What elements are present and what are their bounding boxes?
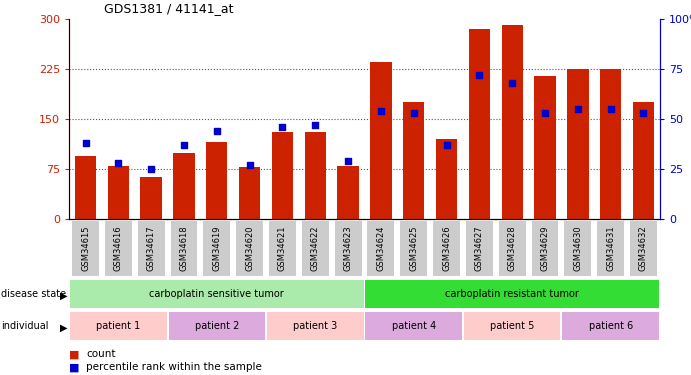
FancyBboxPatch shape	[236, 220, 263, 276]
Point	[572, 106, 583, 112]
FancyBboxPatch shape	[562, 312, 659, 340]
Text: GSM34631: GSM34631	[606, 226, 615, 271]
FancyBboxPatch shape	[433, 220, 460, 276]
Bar	[534, 76, 556, 219]
Text: carboplatin resistant tumor: carboplatin resistant tumor	[445, 289, 579, 299]
FancyBboxPatch shape	[464, 312, 560, 340]
FancyBboxPatch shape	[531, 220, 558, 276]
Point	[178, 142, 189, 148]
FancyBboxPatch shape	[302, 220, 329, 276]
Text: ▶: ▶	[60, 291, 68, 301]
FancyBboxPatch shape	[269, 220, 296, 276]
Point	[244, 162, 255, 168]
Text: GSM34625: GSM34625	[409, 226, 418, 271]
Bar	[206, 142, 227, 219]
Point	[113, 160, 124, 166]
Point	[408, 110, 419, 116]
FancyBboxPatch shape	[400, 220, 427, 276]
Text: GSM34623: GSM34623	[343, 226, 352, 271]
FancyBboxPatch shape	[565, 220, 591, 276]
Point	[310, 122, 321, 128]
Text: GSM34629: GSM34629	[540, 226, 549, 271]
Bar	[567, 69, 589, 219]
Bar	[633, 102, 654, 219]
Point	[441, 142, 452, 148]
Bar	[173, 153, 195, 219]
Text: GSM34630: GSM34630	[574, 226, 583, 271]
Bar	[600, 69, 621, 219]
Text: GSM34624: GSM34624	[377, 226, 386, 271]
Bar	[75, 156, 96, 219]
Point	[146, 166, 157, 172]
Bar	[403, 102, 424, 219]
Text: GSM34618: GSM34618	[180, 226, 189, 271]
FancyBboxPatch shape	[597, 220, 624, 276]
Text: patient 6: patient 6	[589, 321, 633, 331]
FancyBboxPatch shape	[630, 220, 657, 276]
FancyBboxPatch shape	[203, 220, 230, 276]
Text: count: count	[86, 350, 116, 359]
Point	[540, 110, 551, 116]
Text: GSM34628: GSM34628	[508, 226, 517, 271]
FancyBboxPatch shape	[171, 220, 198, 276]
Text: patient 1: patient 1	[96, 321, 140, 331]
Text: GSM34622: GSM34622	[311, 226, 320, 271]
Point	[375, 108, 386, 114]
Text: patient 3: patient 3	[293, 321, 337, 331]
Bar	[305, 132, 326, 219]
Point	[343, 158, 354, 164]
FancyBboxPatch shape	[267, 312, 363, 340]
Bar	[140, 177, 162, 219]
Point	[277, 124, 288, 130]
Text: GSM34621: GSM34621	[278, 226, 287, 271]
Text: GSM34619: GSM34619	[212, 226, 221, 271]
FancyBboxPatch shape	[70, 312, 167, 340]
FancyBboxPatch shape	[70, 280, 363, 308]
Point	[80, 140, 91, 146]
FancyBboxPatch shape	[169, 312, 265, 340]
Text: ■: ■	[69, 350, 79, 359]
Text: patient 2: patient 2	[195, 321, 239, 331]
Point	[605, 106, 616, 112]
Bar	[337, 166, 359, 219]
Text: GSM34617: GSM34617	[146, 226, 155, 271]
Bar	[370, 62, 392, 219]
Bar	[502, 26, 523, 219]
FancyBboxPatch shape	[499, 220, 526, 276]
FancyBboxPatch shape	[368, 220, 395, 276]
Bar	[239, 167, 261, 219]
Text: GSM34616: GSM34616	[114, 226, 123, 271]
Text: percentile rank within the sample: percentile rank within the sample	[86, 363, 263, 372]
Text: GSM34615: GSM34615	[81, 226, 90, 271]
Text: GSM34620: GSM34620	[245, 226, 254, 271]
Text: patient 4: patient 4	[392, 321, 436, 331]
Point	[638, 110, 649, 116]
FancyBboxPatch shape	[138, 220, 164, 276]
Text: GDS1381 / 41141_at: GDS1381 / 41141_at	[104, 2, 233, 15]
Text: carboplatin sensitive tumor: carboplatin sensitive tumor	[149, 289, 284, 299]
Text: GSM34626: GSM34626	[442, 226, 451, 271]
FancyBboxPatch shape	[72, 220, 99, 276]
Bar	[468, 29, 490, 219]
Point	[507, 80, 518, 86]
Text: ■: ■	[69, 363, 79, 372]
Text: ▶: ▶	[60, 323, 68, 333]
FancyBboxPatch shape	[466, 220, 493, 276]
Text: individual: individual	[1, 321, 48, 331]
Text: patient 5: patient 5	[490, 321, 534, 331]
Bar	[436, 139, 457, 219]
FancyBboxPatch shape	[366, 280, 659, 308]
Text: disease state: disease state	[1, 289, 66, 299]
Point	[211, 128, 223, 134]
Text: GSM34632: GSM34632	[639, 226, 648, 271]
Text: GSM34627: GSM34627	[475, 226, 484, 271]
FancyBboxPatch shape	[105, 220, 132, 276]
Bar	[272, 132, 293, 219]
FancyBboxPatch shape	[366, 312, 462, 340]
Point	[474, 72, 485, 78]
FancyBboxPatch shape	[334, 220, 361, 276]
Bar	[108, 166, 129, 219]
